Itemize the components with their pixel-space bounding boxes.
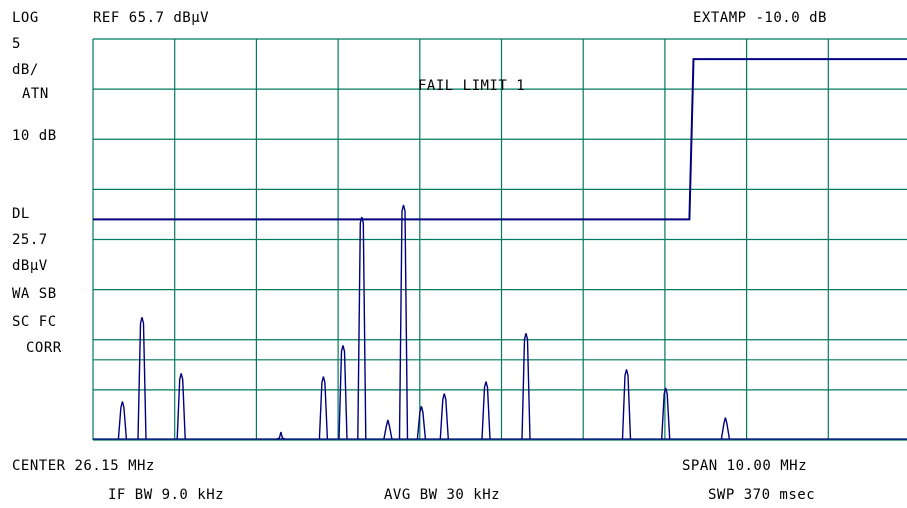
- fail-limit-message: FAIL LIMIT 1: [418, 78, 526, 94]
- coupling-modes-label: SC FC: [12, 314, 57, 330]
- trace-peak: [176, 373, 186, 440]
- detector-modes-label: WA SB: [12, 286, 57, 302]
- limit-lines: [93, 58, 907, 361]
- ref-level-label: REF 65.7 dBµV: [93, 10, 210, 26]
- trace: [93, 204, 907, 440]
- scale-unit-label: dB/: [12, 62, 39, 78]
- correction-label: CORR: [26, 340, 62, 356]
- center-frequency-label: CENTER 26.15 MHz: [12, 458, 155, 474]
- scale-mode-label: LOG: [12, 10, 39, 26]
- trace-peak: [318, 376, 329, 440]
- if-bandwidth-label: IF BW 9.0 kHz: [108, 487, 225, 503]
- display-line-unit: dBµV: [12, 258, 48, 274]
- trace-peak: [276, 431, 286, 440]
- span-label: SPAN 10.00 MHz: [682, 458, 808, 474]
- trace-peak: [416, 406, 427, 440]
- atten-label: ATN: [22, 86, 49, 102]
- trace-peak: [439, 393, 449, 440]
- trace-peak: [338, 345, 348, 440]
- trace-peak: [661, 387, 671, 440]
- trace-peak: [720, 417, 731, 440]
- display-line-value: 25.7: [12, 232, 48, 248]
- scale-value-label: 5: [12, 36, 21, 52]
- trace-peak: [357, 216, 367, 440]
- trace-peak: [621, 369, 632, 440]
- avg-bandwidth-label: AVG BW 30 kHz: [384, 487, 501, 503]
- ext-amp-label: EXTAMP -10.0 dB: [693, 10, 827, 26]
- graticule: [92, 38, 907, 441]
- trace-peak: [383, 419, 393, 440]
- trace-peak: [521, 333, 531, 440]
- atten-value-label: 10 dB: [12, 128, 57, 144]
- display-line-label: DL: [12, 206, 30, 222]
- trace-peak: [398, 204, 409, 440]
- sweep-time-label: SWP 370 msec: [708, 487, 816, 503]
- trace-peak: [137, 317, 147, 440]
- trace-peak: [117, 401, 128, 440]
- limit-line-1: [93, 58, 907, 221]
- trace-peak: [481, 381, 491, 440]
